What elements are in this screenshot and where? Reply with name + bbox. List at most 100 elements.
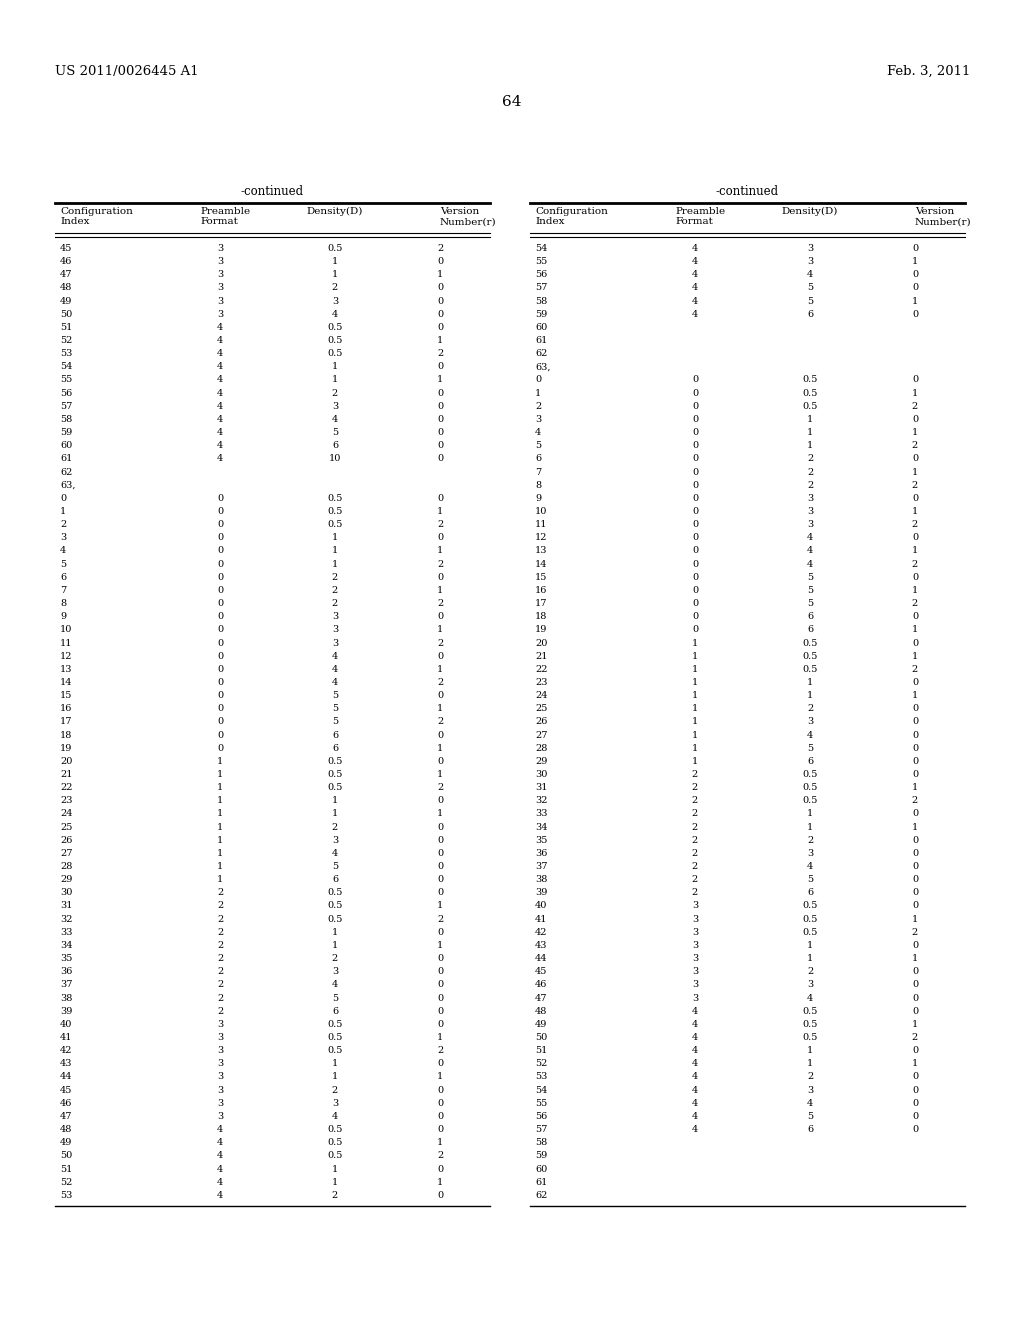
Text: 3: 3	[217, 1034, 223, 1041]
Text: 0: 0	[692, 494, 698, 503]
Text: 0: 0	[692, 388, 698, 397]
Text: 0: 0	[437, 1111, 443, 1121]
Text: 50: 50	[60, 310, 73, 318]
Text: 2: 2	[912, 665, 919, 673]
Text: 4: 4	[217, 441, 223, 450]
Text: 58: 58	[535, 1138, 547, 1147]
Text: 3: 3	[217, 284, 223, 293]
Text: 1: 1	[807, 678, 813, 686]
Text: 53: 53	[60, 350, 73, 358]
Text: 2: 2	[217, 941, 223, 950]
Text: 1: 1	[437, 665, 443, 673]
Text: 1: 1	[437, 770, 443, 779]
Text: 0: 0	[437, 533, 443, 543]
Text: 17: 17	[60, 717, 73, 726]
Text: 0: 0	[437, 414, 443, 424]
Text: 5: 5	[332, 862, 338, 871]
Text: 0.5: 0.5	[328, 1151, 343, 1160]
Text: 0: 0	[437, 388, 443, 397]
Text: 3: 3	[807, 520, 813, 529]
Text: 9: 9	[60, 612, 67, 622]
Text: 0: 0	[437, 494, 443, 503]
Text: 5: 5	[332, 705, 338, 713]
Text: 0: 0	[217, 730, 223, 739]
Text: 5: 5	[535, 441, 541, 450]
Text: 2: 2	[692, 822, 698, 832]
Text: 1: 1	[912, 297, 919, 306]
Text: 2: 2	[437, 639, 443, 648]
Text: 1: 1	[437, 941, 443, 950]
Text: 4: 4	[217, 363, 223, 371]
Text: 1: 1	[912, 915, 919, 924]
Text: 42: 42	[535, 928, 548, 937]
Text: 59: 59	[60, 428, 73, 437]
Text: 0: 0	[692, 414, 698, 424]
Text: 2: 2	[807, 454, 813, 463]
Text: 51: 51	[60, 1164, 73, 1173]
Text: 1: 1	[332, 1177, 338, 1187]
Text: 0: 0	[912, 902, 919, 911]
Text: 4: 4	[217, 1191, 223, 1200]
Text: 4: 4	[692, 1020, 698, 1028]
Text: 0: 0	[692, 520, 698, 529]
Text: 4: 4	[807, 560, 813, 569]
Text: 0.5: 0.5	[803, 902, 818, 911]
Text: -continued: -continued	[716, 185, 779, 198]
Text: 0: 0	[437, 1125, 443, 1134]
Text: 0: 0	[437, 1085, 443, 1094]
Text: 1: 1	[437, 586, 443, 595]
Text: 0.5: 0.5	[803, 770, 818, 779]
Text: 2: 2	[912, 441, 919, 450]
Text: 0.5: 0.5	[803, 375, 818, 384]
Text: 4: 4	[807, 546, 813, 556]
Text: 5: 5	[807, 875, 813, 884]
Text: 0: 0	[692, 612, 698, 622]
Text: 1: 1	[912, 467, 919, 477]
Text: 9: 9	[535, 494, 541, 503]
Text: 3: 3	[692, 915, 698, 924]
Text: 19: 19	[535, 626, 548, 635]
Text: 2: 2	[217, 968, 223, 977]
Text: 0.5: 0.5	[328, 902, 343, 911]
Text: 1: 1	[332, 546, 338, 556]
Text: 3: 3	[807, 244, 813, 253]
Text: 0: 0	[912, 573, 919, 582]
Text: 1: 1	[912, 586, 919, 595]
Text: 0.5: 0.5	[328, 770, 343, 779]
Text: 2: 2	[217, 902, 223, 911]
Text: 0: 0	[217, 494, 223, 503]
Text: 0: 0	[437, 1007, 443, 1015]
Text: 0: 0	[912, 705, 919, 713]
Text: 2: 2	[437, 520, 443, 529]
Text: 0.5: 0.5	[803, 652, 818, 660]
Text: 0: 0	[217, 586, 223, 595]
Text: 4: 4	[692, 1072, 698, 1081]
Text: 40: 40	[60, 1020, 73, 1028]
Text: 4: 4	[217, 1177, 223, 1187]
Text: 52: 52	[535, 1060, 548, 1068]
Text: 2: 2	[217, 954, 223, 964]
Text: 6: 6	[332, 441, 338, 450]
Text: 12: 12	[60, 652, 73, 660]
Text: 0: 0	[437, 954, 443, 964]
Text: 48: 48	[60, 284, 73, 293]
Text: 0: 0	[437, 284, 443, 293]
Text: 1: 1	[332, 375, 338, 384]
Text: 2: 2	[332, 599, 338, 609]
Text: 4: 4	[217, 323, 223, 331]
Text: 58: 58	[60, 414, 73, 424]
Text: 3: 3	[807, 849, 813, 858]
Text: 4: 4	[217, 401, 223, 411]
Text: 44: 44	[60, 1072, 73, 1081]
Text: Configuration
Index: Configuration Index	[60, 207, 133, 227]
Text: 1: 1	[807, 1047, 813, 1055]
Text: 0: 0	[912, 678, 919, 686]
Text: 1: 1	[807, 822, 813, 832]
Text: 3: 3	[692, 954, 698, 964]
Text: 8: 8	[60, 599, 67, 609]
Text: 55: 55	[535, 1098, 547, 1107]
Text: 0: 0	[217, 743, 223, 752]
Text: 61: 61	[535, 337, 548, 345]
Text: 5: 5	[807, 1111, 813, 1121]
Text: 26: 26	[535, 717, 548, 726]
